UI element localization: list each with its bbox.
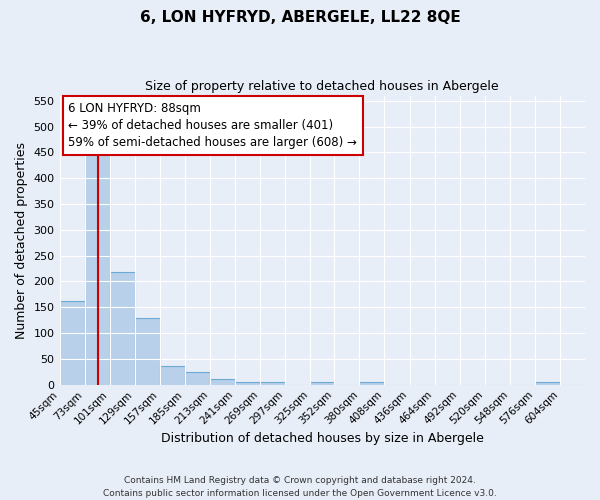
Bar [535, 382, 560, 384]
Bar [85, 154, 110, 384]
Text: Contains HM Land Registry data © Crown copyright and database right 2024.
Contai: Contains HM Land Registry data © Crown c… [103, 476, 497, 498]
Bar [235, 382, 260, 384]
X-axis label: Distribution of detached houses by size in Abergele: Distribution of detached houses by size … [161, 432, 484, 445]
Text: 6 LON HYFRYD: 88sqm
← 39% of detached houses are smaller (401)
59% of semi-detac: 6 LON HYFRYD: 88sqm ← 39% of detached ho… [68, 102, 358, 149]
Text: 6, LON HYFRYD, ABERGELE, LL22 8QE: 6, LON HYFRYD, ABERGELE, LL22 8QE [140, 10, 460, 25]
Bar [59, 300, 85, 384]
Bar [359, 382, 385, 384]
Bar [135, 318, 160, 384]
Bar [310, 382, 334, 384]
Bar [185, 372, 210, 384]
Bar [110, 272, 135, 384]
Bar [260, 382, 285, 384]
Bar [210, 379, 235, 384]
Title: Size of property relative to detached houses in Abergele: Size of property relative to detached ho… [145, 80, 499, 93]
Bar [160, 366, 185, 384]
Y-axis label: Number of detached properties: Number of detached properties [15, 142, 28, 338]
